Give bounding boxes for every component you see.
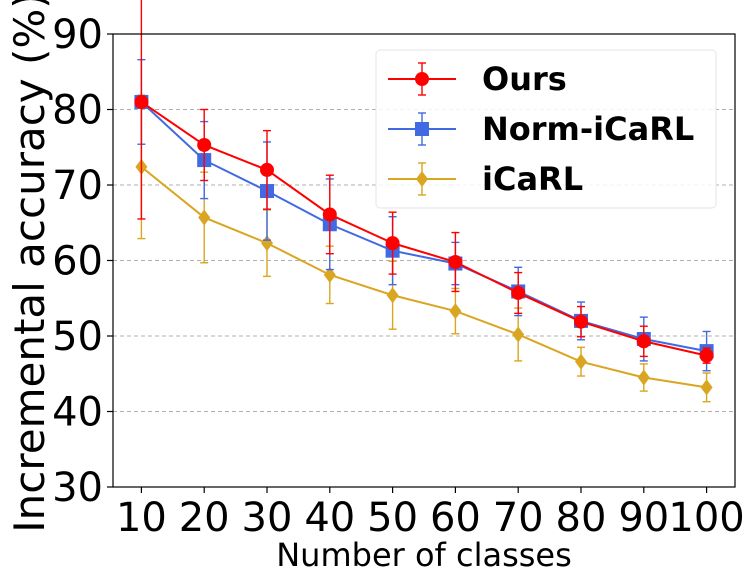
legend: Ours Norm-iCaRL iCaRL — [375, 49, 717, 209]
data-point — [699, 348, 714, 363]
y-tick-label: 60 — [52, 239, 103, 285]
data-point — [636, 334, 651, 349]
y-tick-label: 70 — [52, 163, 103, 209]
legend-marker — [416, 171, 428, 187]
data-point — [574, 314, 588, 329]
data-point — [385, 236, 400, 251]
data-point — [260, 162, 274, 177]
legend-box — [375, 49, 717, 209]
y-tick-label: 50 — [52, 314, 103, 360]
data-point — [322, 207, 337, 222]
x-tick-label: 30 — [242, 495, 293, 541]
x-tick-label: 100 — [668, 495, 744, 541]
series-line — [140, 101, 707, 357]
data-point — [511, 285, 526, 300]
y-axis-title: Incremental accuracy (%) — [5, 0, 54, 533]
x-tick-label: 70 — [493, 495, 544, 541]
x-tick-label: 40 — [304, 495, 355, 541]
data-point — [575, 353, 587, 370]
legend-entry: Ours — [388, 60, 567, 98]
x-tick-label: 20 — [179, 495, 230, 541]
legend-entry: iCaRL — [388, 160, 583, 198]
legend-entry: Norm-iCaRL — [388, 110, 694, 148]
y-tick-label: 80 — [52, 88, 103, 134]
data-point — [637, 369, 650, 386]
y-tick-label: 90 — [52, 12, 103, 58]
series-line — [140, 101, 707, 353]
y-tick-label: 30 — [52, 465, 103, 511]
data-point — [197, 137, 212, 152]
x-axis-title: Number of classes — [276, 536, 572, 574]
data-point — [512, 326, 525, 343]
legend-label: Norm-iCaRL — [482, 110, 694, 148]
y-tick-label: 40 — [52, 390, 103, 436]
data-point — [386, 287, 399, 304]
x-tick-label: 50 — [367, 495, 418, 541]
x-tick-label: 10 — [116, 495, 167, 541]
x-tick-label: 60 — [430, 495, 481, 541]
data-point — [449, 303, 462, 320]
data-point — [448, 255, 463, 270]
legend-label: iCaRL — [482, 160, 583, 198]
data-point — [323, 266, 336, 283]
x-tick-label: 90 — [618, 495, 669, 541]
series-ours — [134, 0, 714, 364]
x-tick-label: 80 — [556, 495, 607, 541]
data-point — [198, 209, 211, 226]
series-group — [134, 0, 714, 403]
data-point — [261, 235, 273, 252]
data-point — [134, 94, 149, 109]
legend-marker — [415, 122, 429, 136]
series-line — [140, 166, 707, 389]
legend-label: Ours — [482, 60, 567, 98]
legend-marker — [415, 72, 429, 86]
data-point — [700, 379, 713, 396]
